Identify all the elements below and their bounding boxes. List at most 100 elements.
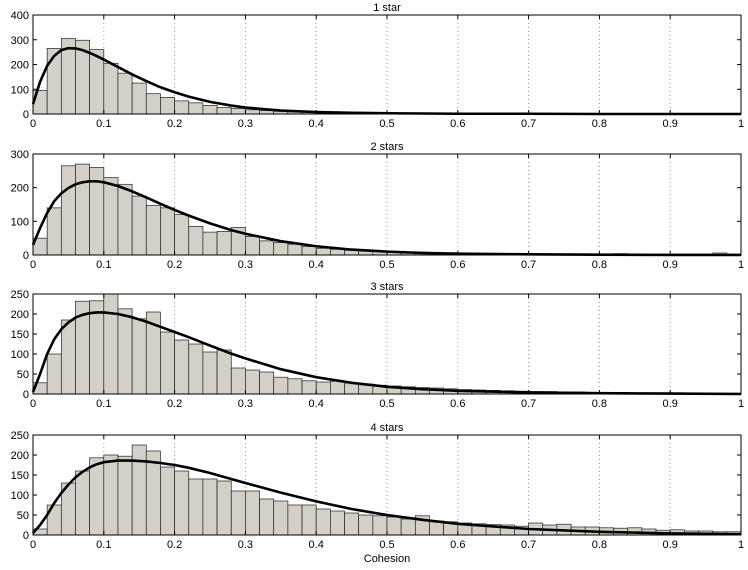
- histogram-bar: [117, 183, 133, 256]
- x-tick-label: 0.1: [96, 118, 111, 130]
- histogram-bar: [103, 62, 119, 115]
- histogram-bar: [230, 490, 246, 536]
- histogram-bar: [230, 367, 246, 395]
- histogram-bar: [358, 514, 374, 536]
- histogram-bar: [273, 500, 289, 536]
- fit-curve-line: [32, 459, 742, 536]
- histogram-bar: [287, 378, 303, 395]
- histogram-bar: [400, 518, 416, 536]
- histogram-bar: [89, 300, 105, 395]
- histogram-bar: [230, 108, 246, 115]
- y-tick-label: 250: [11, 430, 29, 442]
- histogram-bar: [301, 380, 317, 395]
- x-tick-label: 0.4: [309, 539, 324, 551]
- y-tick-label: 0: [23, 530, 29, 542]
- x-tick-label: 0.8: [592, 118, 607, 130]
- histogram-bar: [315, 381, 331, 395]
- histogram-bar: [174, 100, 190, 115]
- histogram-bar: [315, 247, 331, 256]
- x-tick-label: 0: [30, 259, 36, 271]
- histogram-bar: [330, 380, 345, 395]
- histogram-bar: [174, 470, 190, 536]
- histogram-bar: [386, 516, 402, 536]
- histogram-bar: [330, 248, 345, 256]
- y-tick-label: 150: [11, 329, 29, 341]
- fit-curve-line: [31, 311, 742, 396]
- x-tick-label: 1: [738, 259, 744, 271]
- x-tick-label: 0.2: [167, 539, 182, 551]
- histogram-bar: [315, 508, 331, 536]
- x-tick-label: 0.4: [309, 118, 324, 130]
- panel-title: 3 stars: [370, 281, 404, 293]
- histogram-bar: [46, 207, 62, 256]
- chart-panel-4: 4 stars 0 0.1 0.2 0.3 0.4 0.5 0.6 0.7 0.8 0.9 1 0 50 1…: [11, 422, 744, 565]
- histogram-bar: [188, 102, 204, 115]
- x-tick-label: 0.6: [450, 398, 465, 410]
- histogram-bar: [160, 97, 175, 115]
- x-tick-label: 0.7: [521, 539, 536, 551]
- histogram-bar: [216, 231, 232, 256]
- y-tick-label: 200: [11, 60, 29, 72]
- histogram-bar: [131, 318, 147, 395]
- fit-curve-line: [31, 179, 741, 257]
- histogram-bar: [89, 457, 105, 536]
- x-tick-label: 0.3: [238, 118, 253, 130]
- panel-title: 2 stars: [370, 141, 404, 153]
- histogram-bar: [160, 207, 175, 256]
- y-tick-label: 100: [11, 84, 29, 96]
- panel-title: 4 stars: [370, 422, 404, 434]
- y-tick-label: 50: [17, 369, 29, 381]
- x-tick-label: 0.3: [238, 398, 253, 410]
- histogram-bar: [216, 349, 232, 395]
- x-tick-label: 0.7: [521, 259, 536, 271]
- histogram-bar: [216, 480, 232, 536]
- histogram-bar: [259, 240, 275, 256]
- x-tick-label: 0.5: [379, 539, 394, 551]
- histogram-bar: [103, 293, 119, 395]
- histogram-bar: [46, 353, 62, 395]
- x-tick-label: 0: [30, 539, 36, 551]
- histogram-bar: [216, 107, 232, 115]
- y-tick-label: 300: [11, 35, 29, 47]
- x-tick-label: 0.2: [167, 259, 182, 271]
- histogram-bar: [344, 512, 360, 536]
- x-tick-label: 0.6: [450, 259, 465, 271]
- histogram-bar: [245, 369, 260, 395]
- chart-panel-3: 3 stars 0 0.1 0.2 0.3 0.4 0.5 0.6 0.7 0.8 0.9 1 0 50 1…: [11, 281, 744, 410]
- x-tick-label: 1: [738, 398, 744, 410]
- x-tick-label: 0.5: [379, 118, 394, 130]
- histogram-bar: [245, 109, 260, 115]
- x-tick-label: 0.1: [96, 398, 111, 410]
- histogram-bar: [160, 466, 175, 536]
- histogram-bar: [174, 214, 190, 256]
- y-tick-label: 150: [11, 470, 29, 482]
- x-tick-label: 0.8: [592, 539, 607, 551]
- y-tick-label: 200: [11, 309, 29, 321]
- histogram-bar: [273, 376, 289, 395]
- histogram-bar: [301, 504, 317, 536]
- histogram-bar: [75, 163, 90, 256]
- histogram-bar: [131, 444, 147, 536]
- y-tick-label: 100: [11, 490, 29, 502]
- x-tick-label: 0.1: [96, 259, 111, 271]
- histogram-bar: [46, 48, 62, 115]
- y-tick-label: 100: [11, 216, 29, 228]
- x-tick-label: 0.2: [167, 118, 182, 130]
- y-tick-label: 250: [11, 289, 29, 301]
- histogram-bar: [174, 339, 190, 395]
- y-tick-label: 100: [11, 349, 29, 361]
- histogram-bar: [103, 454, 119, 536]
- histogram-bar: [245, 236, 260, 256]
- histogram-bar: [188, 343, 204, 395]
- histogram-bar: [202, 231, 218, 256]
- histogram-bar: [287, 243, 303, 256]
- histogram-bar: [188, 478, 204, 536]
- x-tick-label: 0.5: [379, 398, 394, 410]
- histogram-bar: [60, 319, 76, 395]
- histogram-bar: [202, 351, 218, 395]
- histogram-bar: [245, 490, 260, 536]
- histogram-bar: [301, 246, 317, 256]
- x-tick-label: 0.7: [521, 118, 536, 130]
- x-tick-label: 0.7: [521, 398, 536, 410]
